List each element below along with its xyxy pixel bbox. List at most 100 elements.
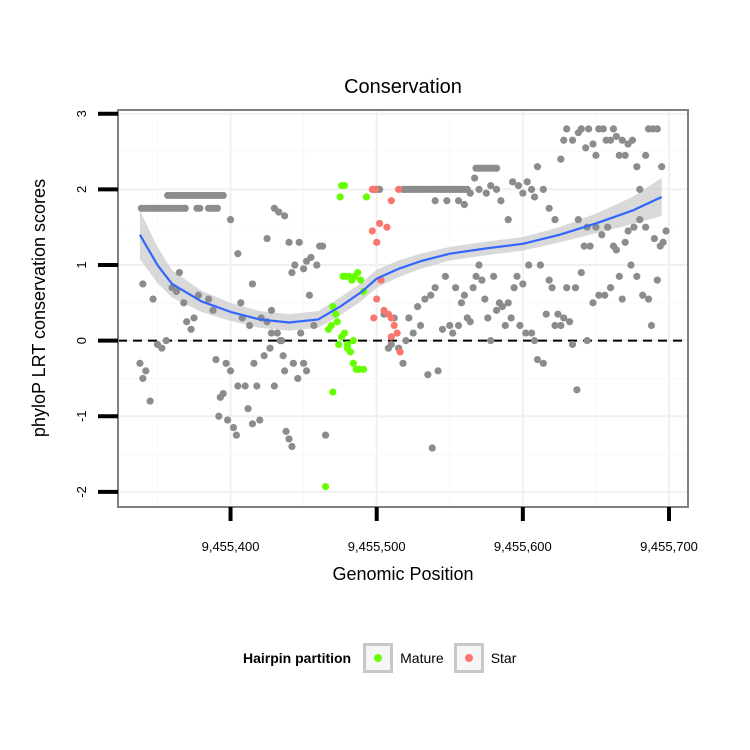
point-other bbox=[560, 314, 568, 322]
point-star bbox=[371, 185, 379, 193]
legend-label-star: Star bbox=[490, 650, 517, 666]
point-other bbox=[449, 329, 457, 337]
point-other bbox=[612, 132, 620, 141]
point-other bbox=[180, 299, 188, 307]
point-other bbox=[539, 359, 547, 367]
point-other bbox=[639, 291, 647, 299]
point-mature bbox=[332, 310, 340, 318]
smooth-line bbox=[138, 195, 663, 324]
point-mature bbox=[327, 321, 335, 330]
point-other bbox=[519, 280, 527, 288]
point-other bbox=[295, 238, 303, 246]
point-star bbox=[383, 223, 391, 231]
point-star bbox=[387, 197, 395, 205]
point-other bbox=[530, 193, 539, 201]
point-star bbox=[390, 321, 398, 330]
point-other bbox=[580, 242, 588, 250]
point-other bbox=[424, 371, 432, 379]
point-other bbox=[158, 344, 166, 352]
point-mature bbox=[336, 193, 344, 201]
x-tick-label: 9,455,600 bbox=[494, 539, 552, 554]
y-tick-label: 3 bbox=[74, 110, 89, 117]
point-other bbox=[516, 321, 524, 330]
point-mature bbox=[321, 482, 330, 491]
point-other bbox=[215, 412, 223, 420]
point-other bbox=[194, 291, 202, 299]
point-other bbox=[627, 261, 635, 269]
point-star bbox=[376, 219, 384, 228]
point-other bbox=[492, 164, 501, 172]
point-other bbox=[452, 284, 460, 292]
point-other bbox=[466, 318, 474, 326]
point-other bbox=[482, 189, 490, 197]
y-tick-label: 2 bbox=[74, 186, 89, 193]
point-other bbox=[490, 272, 498, 280]
point-other bbox=[615, 151, 623, 159]
legend-key-mature bbox=[363, 643, 394, 673]
point-other bbox=[566, 318, 574, 326]
point-mature bbox=[338, 333, 346, 341]
point-other bbox=[399, 359, 407, 367]
point-other bbox=[621, 151, 629, 159]
point-other bbox=[519, 189, 527, 197]
point-other bbox=[302, 367, 311, 375]
point-other bbox=[414, 303, 422, 311]
point-other bbox=[528, 185, 536, 193]
point-other bbox=[606, 284, 615, 292]
point-other bbox=[428, 444, 436, 452]
point-other bbox=[509, 178, 517, 186]
legend-key-star bbox=[453, 643, 484, 673]
point-other bbox=[402, 337, 410, 345]
point-other bbox=[606, 136, 615, 144]
point-other bbox=[554, 310, 562, 318]
point-other bbox=[405, 314, 413, 322]
point-other bbox=[248, 420, 257, 428]
point-other bbox=[615, 272, 623, 280]
point-other bbox=[434, 367, 442, 375]
point-other bbox=[525, 261, 533, 269]
point-other bbox=[181, 204, 189, 212]
point-other bbox=[510, 284, 518, 292]
point-other bbox=[523, 178, 531, 186]
x-axis-label: Genomic Position bbox=[332, 564, 473, 584]
point-other bbox=[487, 182, 495, 190]
point-other bbox=[475, 261, 483, 269]
point-other bbox=[266, 344, 274, 352]
point-other bbox=[279, 352, 287, 360]
plot-border bbox=[117, 109, 689, 508]
point-star bbox=[387, 314, 395, 322]
point-other bbox=[504, 216, 512, 224]
point-other bbox=[446, 321, 454, 330]
point-other bbox=[601, 291, 609, 299]
point-other bbox=[281, 212, 289, 220]
point-other bbox=[636, 216, 644, 224]
point-star bbox=[373, 295, 381, 303]
point-other bbox=[321, 431, 330, 439]
point-other bbox=[229, 424, 238, 432]
point-other bbox=[589, 140, 597, 148]
point-other bbox=[560, 136, 568, 144]
point-mature bbox=[333, 318, 341, 326]
point-other bbox=[574, 216, 582, 224]
point-other bbox=[219, 389, 227, 398]
point-other bbox=[471, 174, 479, 182]
point-mature bbox=[335, 340, 343, 349]
point-star bbox=[368, 227, 376, 235]
point-other bbox=[582, 144, 590, 152]
point-other bbox=[441, 272, 449, 280]
point-other bbox=[226, 216, 235, 224]
point-other bbox=[630, 223, 638, 231]
point-other bbox=[533, 355, 542, 364]
point-other bbox=[557, 321, 565, 330]
point-other bbox=[273, 329, 281, 337]
y-axis-label: phyloP LRT conservation scores bbox=[29, 179, 49, 437]
point-mature bbox=[343, 340, 352, 349]
point-other bbox=[431, 284, 439, 292]
point-other bbox=[457, 299, 466, 307]
y-tick-label: -2 bbox=[74, 486, 89, 498]
y-tick-label: -1 bbox=[74, 410, 89, 422]
point-other bbox=[302, 257, 311, 265]
point-other bbox=[416, 321, 425, 330]
point-other bbox=[136, 359, 144, 367]
point-other bbox=[226, 367, 235, 375]
